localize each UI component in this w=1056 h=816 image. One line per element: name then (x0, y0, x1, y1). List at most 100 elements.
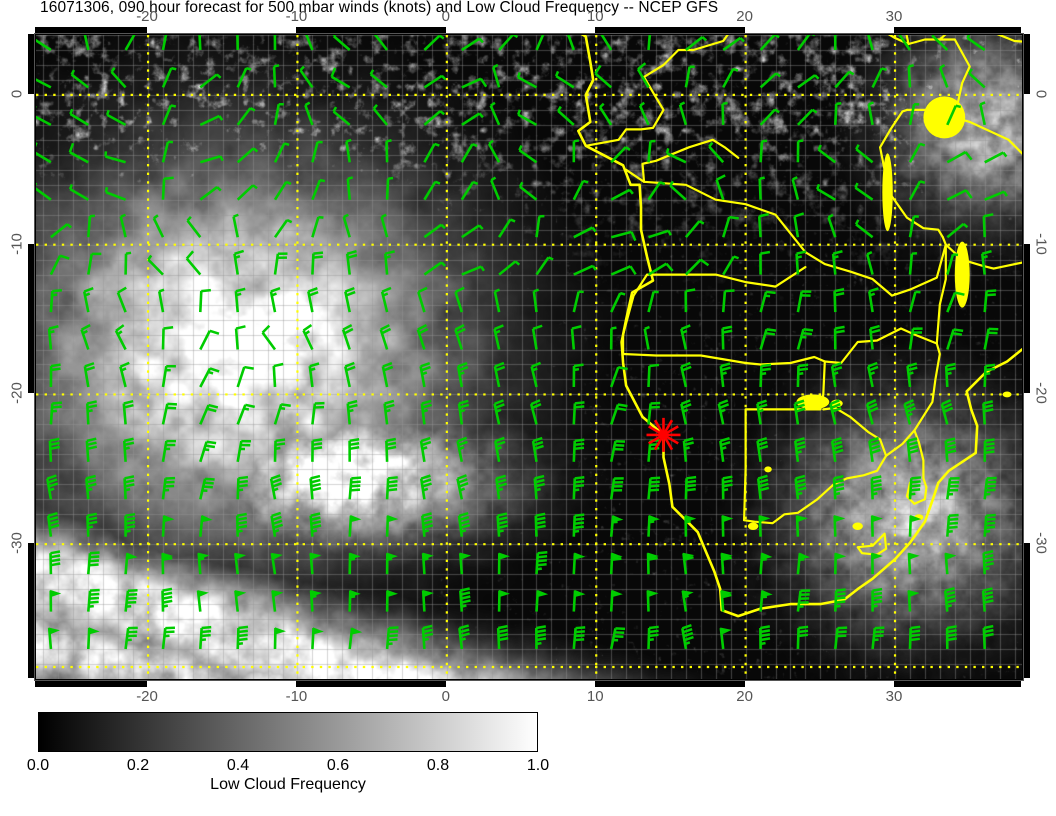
wind-barb (493, 436, 506, 463)
wind-barb (199, 186, 222, 201)
wind-barb (834, 552, 847, 575)
wind-barb (273, 142, 290, 163)
wind-barb (793, 212, 805, 238)
wind-barb (609, 589, 623, 612)
wind-barb (299, 65, 314, 89)
wind-barb (865, 251, 874, 275)
wind-barb (944, 437, 957, 462)
wind-barb (793, 437, 806, 462)
station-marker-star[interactable] (646, 417, 681, 452)
wind-barb (796, 290, 812, 313)
wind-barb (833, 35, 837, 51)
x-tick-bottom-1: -10 (285, 688, 308, 705)
wind-barb (721, 101, 728, 125)
wind-barb (570, 325, 582, 350)
wind-barb (385, 437, 397, 462)
wind-barb (719, 362, 731, 388)
wind-barb (758, 515, 771, 537)
wind-barb (82, 287, 94, 313)
x-tick-top-5: 30 (885, 8, 903, 25)
frame-tick-segment (595, 27, 745, 34)
wind-barb (199, 329, 220, 351)
wind-barb (719, 437, 731, 462)
wind-barb (983, 327, 999, 350)
wind-barb (119, 213, 127, 238)
wind-barb (309, 512, 322, 537)
wind-barb (984, 190, 1008, 201)
wind-barb (489, 101, 501, 126)
x-tick-top-2: 0 (441, 8, 450, 25)
wind-barb (105, 109, 127, 127)
wind-barb (161, 326, 174, 350)
frame-tick-segment (1023, 34, 1030, 94)
wind-barb (385, 589, 398, 612)
wind-barb (796, 108, 818, 126)
wind-barb (456, 361, 469, 388)
wind-barb (535, 256, 554, 276)
wind-barb (535, 35, 547, 51)
wind-barb (870, 515, 883, 537)
colorbar-tick-4: 0.8 (426, 757, 450, 774)
wind-barb (793, 399, 806, 425)
wind-barb (456, 474, 469, 500)
wind-barb (307, 287, 319, 313)
wind-barb (236, 67, 252, 88)
wind-barb (161, 515, 175, 537)
wind-barb (122, 437, 135, 462)
wind-barb (906, 437, 919, 462)
wind-barb (534, 512, 546, 537)
wind-barb (185, 250, 202, 276)
wind-barb (114, 324, 127, 351)
wind-barb (946, 150, 973, 164)
wind-barb (684, 220, 705, 239)
wind-barb (721, 475, 733, 500)
wind-barb (342, 213, 351, 238)
wind-barb (868, 436, 881, 462)
wind-barb (460, 180, 479, 201)
wind-barb (311, 401, 325, 425)
wind-barb (236, 107, 256, 126)
wind-barb (199, 73, 222, 89)
wind-barb (830, 362, 843, 388)
wind-barb (871, 67, 887, 88)
wind-barb (759, 328, 777, 350)
wind-barb (87, 627, 100, 650)
wind-barb (235, 512, 248, 537)
axis-frame-right (1023, 33, 1030, 681)
wind-barb (497, 589, 510, 612)
wind-barb (759, 625, 771, 650)
wind-barb (311, 438, 323, 462)
wind-barb (681, 590, 694, 612)
wind-barb (983, 289, 997, 313)
wind-barb (372, 104, 389, 126)
wind-barb (384, 250, 395, 275)
border-drc-angola-zambia (625, 168, 947, 297)
wind-barb (496, 624, 509, 650)
wind-barb (49, 289, 63, 313)
wind-barb (461, 112, 484, 126)
wind-barb (161, 626, 176, 650)
wind-barb (261, 324, 277, 351)
wind-barb (684, 288, 696, 313)
wind-barb (272, 362, 284, 388)
wind-barb (594, 64, 613, 89)
wind-barb (423, 261, 447, 276)
wind-barb (83, 362, 96, 388)
frame-tick-segment (296, 680, 446, 687)
wind-barb (110, 67, 127, 89)
wind-barb (152, 214, 165, 238)
wind-barb (49, 401, 63, 425)
wind-barb (907, 64, 914, 88)
wind-barb (49, 363, 61, 388)
wind-barb (379, 324, 392, 350)
wind-barb (867, 101, 874, 126)
wind-barb (648, 229, 672, 239)
wind-barb (647, 181, 666, 201)
wind-barb (829, 399, 842, 425)
wind-barb (416, 324, 429, 350)
wind-barb (419, 436, 432, 463)
wind-barb (721, 515, 734, 537)
border-congo-drc (641, 138, 740, 183)
map-plot-area (35, 34, 1023, 680)
wind-barb (721, 289, 735, 313)
